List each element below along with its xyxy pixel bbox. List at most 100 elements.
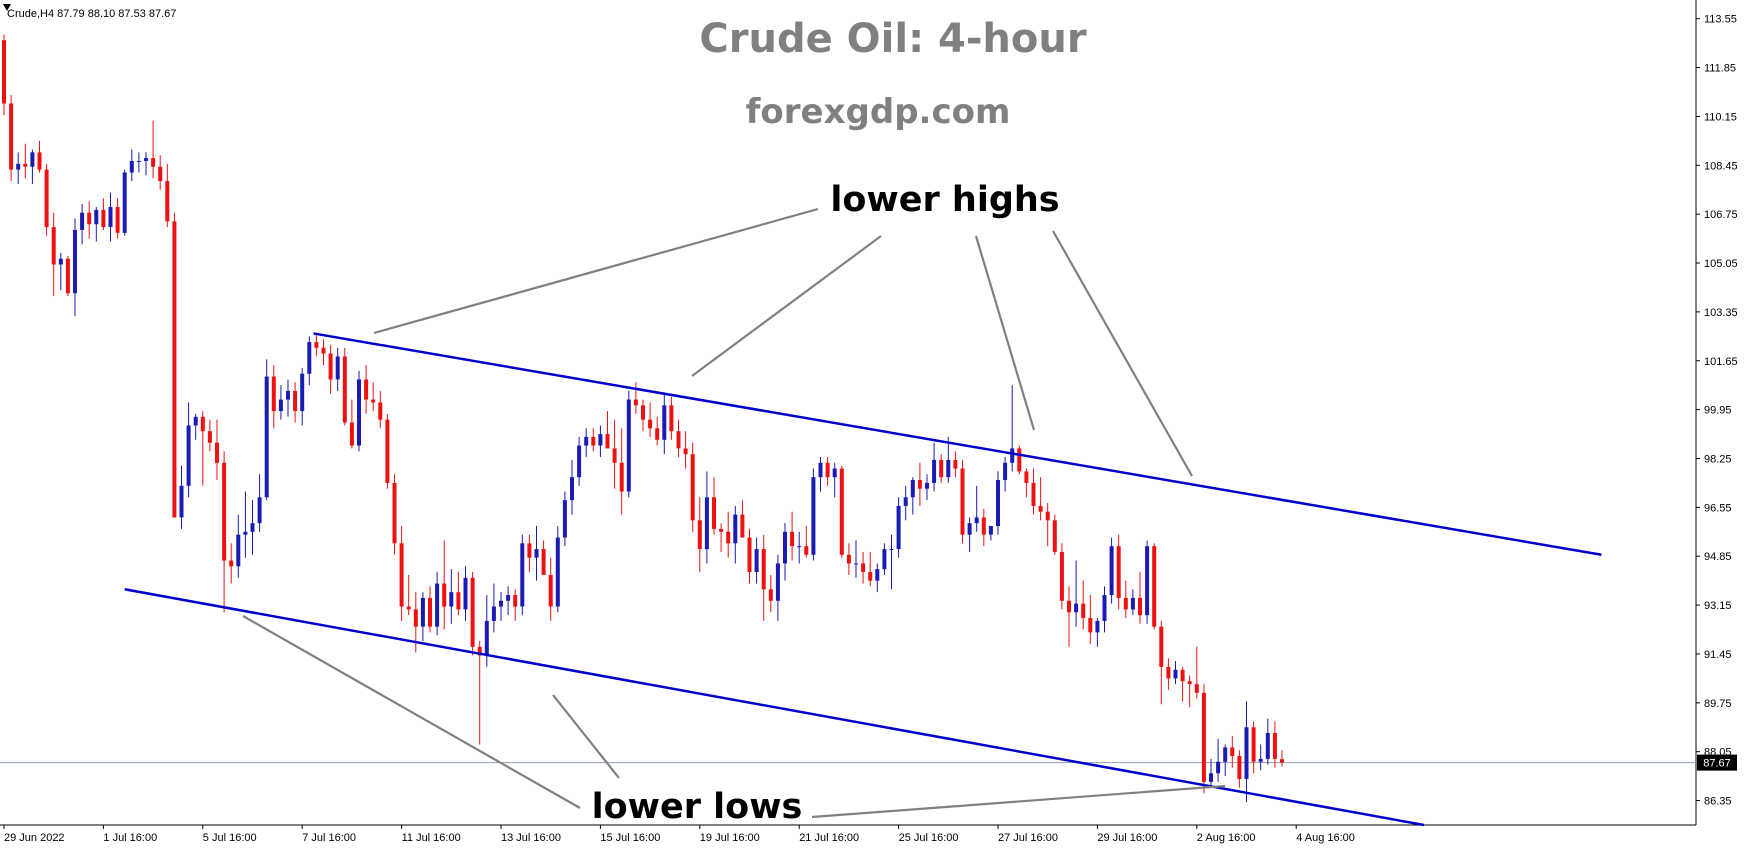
x-tick-label: 29 Jun 2022 xyxy=(4,832,65,844)
candle-body xyxy=(768,589,773,601)
candle xyxy=(1187,675,1192,708)
candle-body xyxy=(683,448,688,455)
y-tick-label: 89.75 xyxy=(1704,698,1732,710)
candle-body xyxy=(690,454,695,521)
candle xyxy=(584,428,589,458)
candle xyxy=(1237,750,1242,788)
annotation-arrows-lows xyxy=(242,615,1226,819)
candle-body xyxy=(378,402,383,420)
candle-body xyxy=(428,597,432,627)
current-price-value: 87.67 xyxy=(1703,758,1731,770)
candle-body xyxy=(910,480,915,498)
candle xyxy=(896,497,901,558)
candle-body xyxy=(1230,747,1235,757)
candle-body xyxy=(1159,626,1164,667)
candle xyxy=(506,586,511,616)
candle-body xyxy=(456,592,461,610)
candle-body xyxy=(1074,603,1079,613)
candle xyxy=(740,500,745,538)
candle xyxy=(917,462,922,506)
channel-lower-trendline[interactable] xyxy=(124,588,1425,827)
candle-body xyxy=(101,209,106,228)
candle xyxy=(846,543,851,575)
candle xyxy=(662,393,667,455)
candle xyxy=(1173,661,1178,685)
candle xyxy=(449,569,454,624)
candle-body xyxy=(58,258,63,265)
candle-body xyxy=(633,399,638,406)
candle xyxy=(619,428,624,515)
candle-body xyxy=(868,572,873,581)
candle-body xyxy=(172,221,177,518)
candle xyxy=(669,396,674,440)
candle-body xyxy=(1209,773,1213,782)
y-tick-label: 111.85 xyxy=(1704,63,1736,75)
candle xyxy=(73,218,77,317)
candle xyxy=(768,574,773,613)
candle-body xyxy=(818,462,823,478)
candle-body xyxy=(804,546,809,555)
candle-body xyxy=(16,163,21,170)
candle-body xyxy=(463,577,468,610)
candle xyxy=(641,399,645,432)
candle xyxy=(37,140,42,173)
x-tick-label: 19 Jul 16:00 xyxy=(700,832,760,844)
candle xyxy=(747,528,752,584)
candle xyxy=(534,526,539,581)
candle-body xyxy=(513,595,518,607)
candle xyxy=(1024,468,1029,498)
candle xyxy=(932,442,937,492)
y-tick-label: 86.35 xyxy=(1704,796,1732,808)
candle-body xyxy=(996,480,1000,527)
candle-body xyxy=(719,528,724,532)
candle-body xyxy=(293,390,298,412)
x-tick-label: 15 Jul 16:00 xyxy=(600,832,660,844)
candle-body xyxy=(321,347,326,354)
candle xyxy=(357,370,361,452)
chart-menu-icon[interactable] xyxy=(3,4,11,11)
candle-body xyxy=(65,258,70,294)
candle-body xyxy=(477,646,482,656)
candle xyxy=(996,471,1000,535)
candle xyxy=(1123,580,1128,619)
x-tick-label: 4 Aug 16:00 xyxy=(1296,832,1355,844)
candle-body xyxy=(385,419,390,483)
candle-body xyxy=(9,103,14,170)
channel-upper-trendline[interactable] xyxy=(313,332,1602,557)
candle xyxy=(1265,718,1270,765)
candle xyxy=(541,540,546,575)
candle xyxy=(335,347,340,391)
candle-body xyxy=(1166,666,1171,679)
candle xyxy=(1201,684,1206,794)
candle xyxy=(527,534,532,573)
candle-body xyxy=(73,229,77,294)
candle xyxy=(222,451,227,613)
candle-body xyxy=(875,569,880,581)
candle xyxy=(1209,758,1213,788)
candle-body xyxy=(655,428,660,440)
candle xyxy=(16,152,21,184)
candle xyxy=(349,399,354,449)
candle xyxy=(754,537,759,584)
chart-title: Crude Oil: 4-hour xyxy=(699,16,1086,62)
candle-body xyxy=(726,531,731,544)
candle xyxy=(925,474,929,501)
candle-body xyxy=(1223,747,1228,762)
candle xyxy=(1102,586,1107,633)
candle-body xyxy=(328,353,333,380)
candle-body xyxy=(704,497,709,550)
candle-body xyxy=(406,606,411,610)
candle-body xyxy=(783,531,787,564)
candle xyxy=(193,413,198,440)
candle-body xyxy=(1045,511,1050,521)
candle-body xyxy=(1038,505,1043,512)
candle xyxy=(839,465,844,558)
candle-body xyxy=(115,206,120,233)
candle xyxy=(775,554,780,621)
candle xyxy=(960,459,965,544)
candle-body xyxy=(967,523,972,535)
candle-body xyxy=(300,373,305,412)
candle-body xyxy=(307,342,312,374)
candle xyxy=(1159,620,1164,705)
